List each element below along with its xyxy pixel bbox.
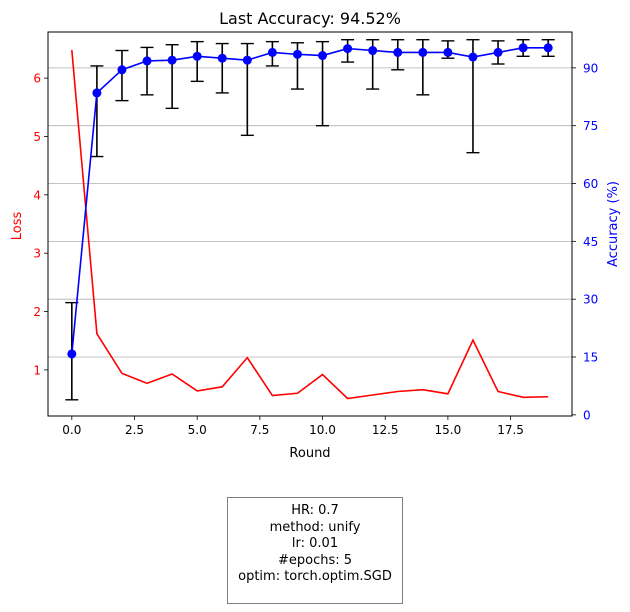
accuracy-point <box>443 47 453 57</box>
left-tick-label: 4 <box>33 188 41 202</box>
accuracy-point <box>242 55 252 65</box>
accuracy-point <box>318 51 328 61</box>
accuracy-point <box>343 44 353 54</box>
accuracy-point <box>67 349 77 359</box>
right-tick-label: 90 <box>583 61 598 75</box>
accuracy-point <box>142 56 152 66</box>
accuracy-point <box>92 88 102 98</box>
left-tick-label: 5 <box>33 130 41 144</box>
right-tick-label: 45 <box>583 235 598 249</box>
info-line-lr: lr: 0.01 <box>291 536 339 551</box>
info-box: HR: 0.7 method: unify lr: 0.01 #epochs: … <box>227 497 403 604</box>
loss-series-line <box>71 50 549 400</box>
left-tick-label: 1 <box>33 363 41 377</box>
x-tick-label: 0.0 <box>62 423 81 437</box>
right-tick-label: 15 <box>583 351 598 365</box>
accuracy-point <box>368 46 378 56</box>
left-tick-label: 6 <box>33 72 41 86</box>
right-tick-label: 0 <box>583 408 591 422</box>
right-axis: 0 15 30 45 60 75 90 <box>572 61 598 422</box>
accuracy-point <box>518 43 528 53</box>
info-line-optim: optim: torch.optim.SGD <box>238 569 392 584</box>
accuracy-point <box>192 51 202 61</box>
left-axis: 1 2 3 4 5 6 <box>33 72 48 377</box>
info-line-epochs: #epochs: 5 <box>277 552 353 568</box>
x-tick-label: 15.0 <box>435 423 462 437</box>
accuracy-point <box>267 47 277 57</box>
accuracy-point <box>468 52 478 62</box>
info-line-hr: HR: 0.7 <box>291 503 339 518</box>
accuracy-point <box>167 55 177 65</box>
x-tick-label: 2.5 <box>125 423 144 437</box>
x-tick-label: 17.5 <box>497 423 524 437</box>
x-tick-label: 10.0 <box>309 423 336 437</box>
right-axis-label: Accuracy (%) <box>606 181 621 267</box>
x-tick-label: 7.5 <box>250 423 269 437</box>
info-line-method: method: unify <box>269 519 361 535</box>
accuracy-point <box>418 47 428 57</box>
chart-title: Last Accuracy: 94.52% <box>219 9 401 28</box>
accuracy-series-line <box>71 47 549 355</box>
right-tick-label: 30 <box>583 293 598 307</box>
x-axis: 0.0 2.5 5.0 7.5 10.0 12.5 15.0 17.5 <box>62 416 524 437</box>
grid-lines <box>48 67 572 358</box>
left-tick-label: 2 <box>33 305 41 319</box>
right-tick-label: 60 <box>583 177 598 191</box>
accuracy-point <box>292 49 302 59</box>
accuracy-point <box>393 47 403 57</box>
accuracy-point <box>117 65 127 75</box>
plot-frame <box>47 31 573 417</box>
accuracy-point <box>493 47 503 57</box>
x-axis-label: Round <box>289 446 330 461</box>
x-tick-label: 5.0 <box>188 423 207 437</box>
series-layer <box>65 39 555 401</box>
accuracy-point <box>217 53 227 63</box>
left-axis-label: Loss <box>10 212 25 241</box>
accuracy-point <box>543 43 553 53</box>
right-tick-label: 75 <box>583 119 598 133</box>
x-tick-label: 12.5 <box>372 423 399 437</box>
left-tick-label: 3 <box>33 247 41 261</box>
